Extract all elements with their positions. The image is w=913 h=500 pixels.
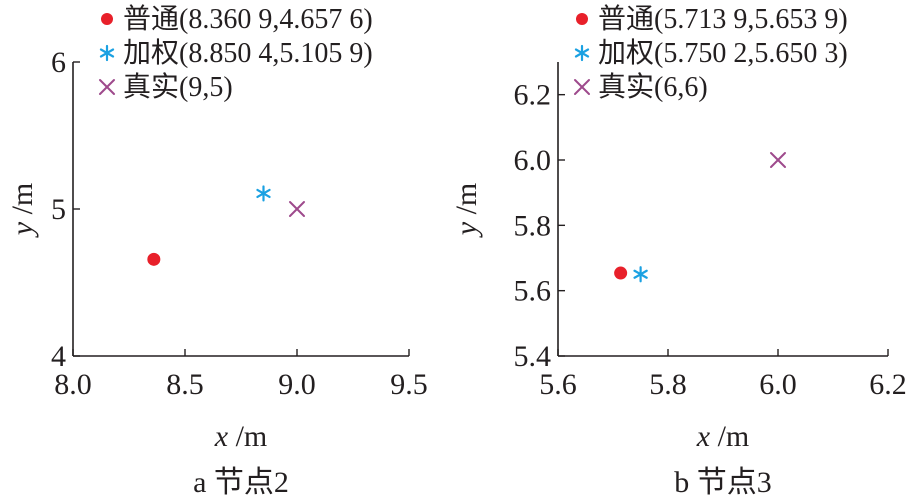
panel-caption: b 节点3: [674, 466, 772, 499]
legend-label: 加权(8.850 4,5.105 9): [123, 37, 373, 69]
x-tick-label: 5.6: [539, 368, 577, 401]
data-point-cross: [289, 201, 305, 217]
legend-marker-cross: [99, 79, 115, 95]
legend-marker-circle: [576, 13, 588, 25]
legend: 普通(8.360 9,4.657 6)加权(8.850 4,5.105 9)真实…: [99, 3, 373, 103]
x-axis-label: x /m: [214, 420, 268, 453]
x-tick-label: 9.5: [390, 368, 428, 401]
legend-label: 普通(8.360 9,4.657 6): [123, 3, 373, 35]
legend-label: 真实(6,6): [598, 71, 708, 103]
panel-caption: a 节点2: [193, 466, 289, 499]
y-axis-label: y /m: [450, 183, 483, 239]
x-tick-label: 6.2: [869, 368, 907, 401]
legend-label: 普通(5.713 9,5.653 9): [598, 3, 848, 35]
data-point-circle: [147, 252, 161, 266]
data-point-cross: [770, 152, 786, 168]
legend-marker-cross: [574, 79, 590, 95]
panel-1: 4 5 6 8.0 8.5 9.0 9.5 x /m y /m 普通(8.360 9,4.657 …: [6, 3, 428, 499]
x-axis-label: x /m: [696, 420, 750, 453]
panel-2: 5.45.65.86.06.25.6 5.8 6.0 6.2x /my /m普通(5.…: [450, 3, 907, 499]
x-tick-label: 6.0: [759, 368, 797, 401]
y-tick-label: 6.2: [514, 79, 552, 112]
y-tick-label: 5.4: [514, 340, 552, 373]
x-tick-label: 8.0: [54, 368, 92, 401]
legend-marker-circle: [101, 13, 113, 25]
legend-marker-asterisk: [99, 44, 115, 62]
data-point-asterisk: [256, 185, 271, 202]
y-axis-label: y /m: [6, 183, 39, 239]
y-tick-label: 4: [51, 340, 66, 373]
y-tick-label: 5: [51, 193, 66, 226]
x-tick-label: 5.8: [649, 368, 687, 401]
data-point-asterisk: [633, 266, 648, 283]
data-point-circle: [614, 266, 628, 280]
legend: 普通(5.713 9,5.653 9)加权(5.750 2,5.650 3)真实…: [574, 3, 848, 103]
legend-label: 加权(5.750 2,5.650 3): [598, 37, 848, 69]
y-tick-label: 6.0: [514, 144, 552, 177]
y-tick-label: 6: [51, 46, 66, 79]
y-tick-label: 5.8: [514, 209, 552, 242]
y-tick-label: 5.6: [514, 275, 552, 308]
x-tick-label: 8.5: [166, 368, 204, 401]
legend-marker-asterisk: [574, 44, 590, 62]
legend-label: 真实(9,5): [123, 71, 233, 103]
x-tick-label: 9.0: [278, 368, 316, 401]
